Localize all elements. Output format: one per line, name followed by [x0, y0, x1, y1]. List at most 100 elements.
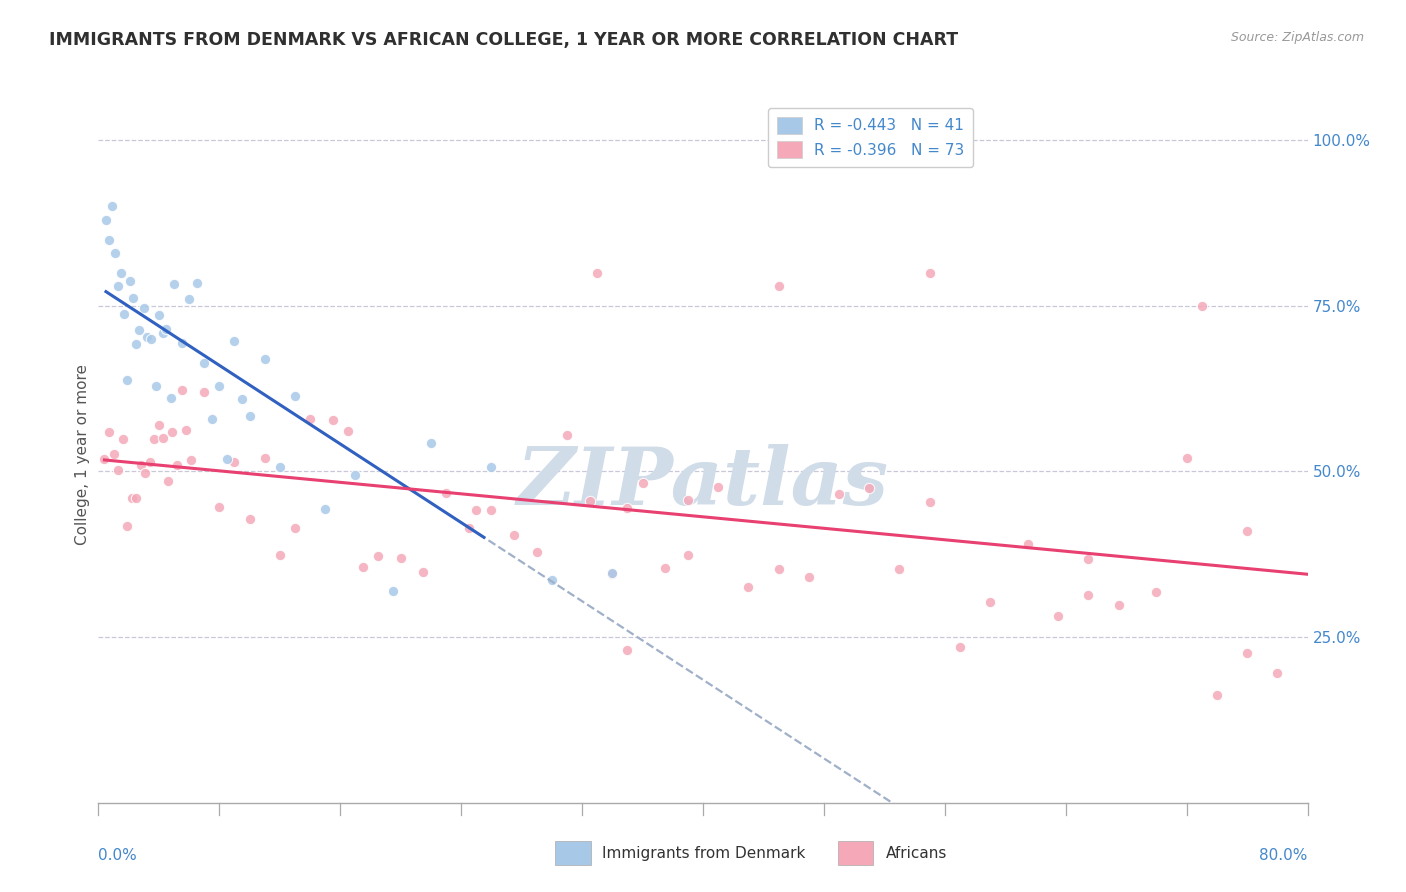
Point: [201, 412, 224, 426]
Point: [1144, 585, 1167, 599]
Point: [457, 521, 479, 535]
Point: [828, 487, 851, 501]
Point: [253, 450, 276, 465]
Legend: R = -0.443   N = 41, R = -0.396   N = 73: R = -0.443 N = 41, R = -0.396 N = 73: [768, 108, 973, 167]
Point: [145, 379, 167, 393]
Text: Source: ZipAtlas.com: Source: ZipAtlas.com: [1230, 31, 1364, 45]
Point: [224, 455, 246, 469]
Point: [135, 330, 157, 344]
Point: [352, 560, 374, 574]
Point: [115, 373, 138, 387]
Point: [134, 466, 156, 480]
Point: [104, 245, 127, 260]
Point: [120, 274, 142, 288]
Point: [737, 580, 759, 594]
Point: [1108, 599, 1130, 613]
Point: [115, 518, 138, 533]
Point: [526, 545, 548, 559]
Point: [129, 458, 152, 472]
Point: [918, 495, 941, 509]
Text: Immigrants from Denmark: Immigrants from Denmark: [602, 846, 806, 861]
Point: [858, 481, 880, 495]
Point: [179, 292, 201, 306]
Point: [186, 277, 208, 291]
Point: [299, 412, 322, 426]
Point: [101, 199, 124, 213]
Point: [555, 427, 578, 442]
Point: [253, 351, 276, 366]
Point: [382, 583, 405, 598]
Point: [949, 640, 972, 655]
Point: [128, 323, 150, 337]
Point: [676, 548, 699, 562]
Point: [166, 458, 188, 472]
Point: [110, 266, 132, 280]
Point: [284, 521, 307, 535]
Text: 80.0%: 80.0%: [1260, 848, 1308, 863]
Point: [654, 561, 676, 575]
Point: [156, 474, 179, 488]
Point: [269, 548, 291, 562]
Point: [434, 486, 457, 500]
Text: IMMIGRANTS FROM DENMARK VS AFRICAN COLLEGE, 1 YEAR OR MORE CORRELATION CHART: IMMIGRANTS FROM DENMARK VS AFRICAN COLLE…: [49, 31, 959, 49]
Point: [224, 334, 246, 349]
Point: [215, 451, 238, 466]
Point: [1017, 537, 1039, 551]
Point: [148, 418, 170, 433]
Point: [412, 565, 434, 579]
Point: [540, 573, 562, 587]
Point: [111, 432, 134, 446]
Point: [103, 447, 125, 461]
Point: [322, 412, 344, 426]
Point: [107, 279, 129, 293]
Point: [1267, 665, 1289, 680]
Point: [239, 409, 262, 423]
FancyBboxPatch shape: [555, 841, 591, 865]
Point: [586, 266, 609, 280]
Point: [125, 491, 148, 505]
Point: [112, 308, 135, 322]
Point: [284, 389, 307, 403]
Point: [465, 502, 488, 516]
Point: [269, 459, 291, 474]
Point: [141, 332, 163, 346]
Point: [503, 528, 526, 542]
Point: [616, 500, 638, 515]
Point: [170, 335, 193, 350]
Point: [420, 435, 443, 450]
Point: [578, 493, 600, 508]
Point: [139, 455, 162, 469]
Point: [979, 595, 1001, 609]
Point: [616, 643, 638, 657]
Point: [918, 266, 941, 280]
Point: [193, 356, 215, 370]
Point: [193, 384, 215, 399]
Point: [122, 291, 145, 305]
Point: [707, 480, 730, 494]
Point: [768, 279, 790, 293]
Point: [152, 326, 174, 340]
Point: [98, 233, 121, 247]
Text: Africans: Africans: [886, 846, 948, 861]
Point: [1047, 608, 1070, 623]
Point: [174, 423, 197, 437]
Text: ZIPatlas: ZIPatlas: [517, 444, 889, 522]
Point: [160, 391, 183, 405]
Point: [676, 493, 699, 508]
Point: [170, 383, 193, 397]
Point: [125, 337, 148, 351]
Point: [152, 431, 174, 445]
Point: [143, 432, 166, 446]
Point: [121, 491, 143, 505]
Point: [344, 468, 367, 483]
Point: [155, 322, 177, 336]
Point: [889, 562, 911, 576]
Point: [107, 463, 129, 477]
Point: [367, 549, 389, 563]
Point: [180, 452, 202, 467]
Point: [94, 212, 117, 227]
Point: [1206, 688, 1229, 702]
Point: [163, 277, 186, 291]
Point: [481, 460, 503, 475]
Point: [93, 452, 115, 467]
